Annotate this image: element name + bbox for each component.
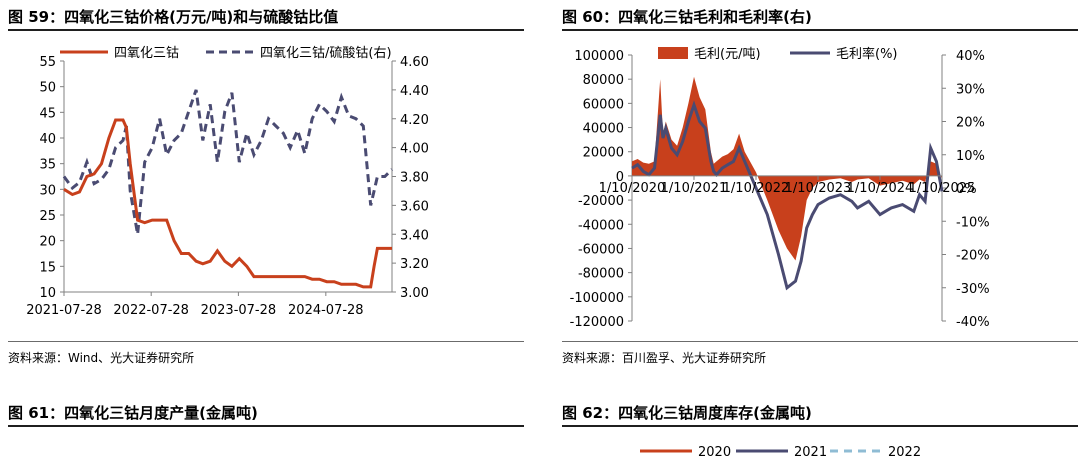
fig60-left-tick-label: -20000 xyxy=(578,194,624,209)
fig62-legend-label-2021: 2021 xyxy=(794,445,827,460)
fig59-right-tick-label: 4.20 xyxy=(400,113,429,128)
fig60-right-tick-label: 30% xyxy=(956,82,985,97)
fig59-right-tick-label: 3.80 xyxy=(400,171,429,186)
fig59-left-tick-label: 45 xyxy=(39,106,56,121)
fig59-right-tick-label: 4.60 xyxy=(400,55,429,70)
fig60-right-tick-label: -20% xyxy=(956,249,990,264)
fig60-right-tick-label: 0% xyxy=(956,182,977,197)
fig59-x-tick-label: 2024-07-28 xyxy=(288,303,364,318)
fig61-title: 图 61：四氧化三钴月度产量(金属吨) xyxy=(8,404,258,422)
fig59-right-tick-label: 3.60 xyxy=(400,199,429,214)
fig62-legend-label-2020: 2020 xyxy=(698,445,731,460)
fig59-legend-label-price: 四氧化三钴 xyxy=(114,46,179,61)
fig61-title-rule xyxy=(8,425,524,427)
fig60-left-tick-label: -100000 xyxy=(570,291,624,306)
fig59-left-tick-label: 50 xyxy=(39,81,56,96)
fig59-title-rule xyxy=(8,29,524,31)
fig62-legend-label-2022: 2022 xyxy=(888,445,921,460)
fig60-right-tick-label: -10% xyxy=(956,215,990,230)
fig60-left-tick-label: -120000 xyxy=(570,315,624,330)
fig60-x-tick-label: 1/10/2022 xyxy=(723,181,790,196)
fig60-source: 资料来源：百川盈孚、光大证券研究所 xyxy=(562,351,767,365)
fig62-title-rule xyxy=(562,425,1078,427)
fig60-title-rule xyxy=(562,29,1078,31)
fig60-legend-label-margin: 毛利率(%) xyxy=(836,46,898,62)
fig60-x-tick-label: 1/10/2025 xyxy=(909,181,976,196)
fig59-right-tick-label: 4.40 xyxy=(400,84,429,99)
fig60-left-tick-label: 0 xyxy=(616,170,624,185)
fig60-left-tick-label: -40000 xyxy=(578,218,624,233)
fig62-title: 图 62：四氧化三钴周度库存(金属吨) xyxy=(562,404,812,422)
fig60-x-tick-label: 1/10/2021 xyxy=(661,181,728,196)
fig59-series-ratio-line xyxy=(62,89,394,235)
fig60-chart: -120000 -100000 -80000 -60000 -40000 -20000 0 2… xyxy=(570,46,990,330)
fig60-left-tick-label: 60000 xyxy=(583,97,624,112)
fig59-legend-label-ratio: 四氧化三钴/硫酸钴(右) xyxy=(260,46,392,61)
fig59-right-tick-label: 3.00 xyxy=(400,286,429,301)
fig60-right-tick-label: -30% xyxy=(956,282,990,297)
fig59-x-tick-label: 2023-07-28 xyxy=(201,303,277,318)
fig59-title: 图 59：四氧化三钴价格(万元/吨)和与硫酸钴比值 xyxy=(8,8,339,26)
fig59-left-tick-label: 30 xyxy=(39,183,56,198)
fig60-left-tick-label: 100000 xyxy=(574,49,624,64)
fig59-right-tick-label: 3.40 xyxy=(400,228,429,243)
fig59-chart: 10 15 20 25 30 35 40 45 50 55 3.00 3.20 3.40 3.60 3.80… xyxy=(26,46,429,318)
fig59-left-tick-label: 25 xyxy=(39,209,56,224)
fig60-x-tick-label: 1/10/2023 xyxy=(785,181,852,196)
fig60-right-tick-label: 40% xyxy=(956,49,985,64)
fig60-right-tick-label: -40% xyxy=(956,315,990,330)
fig60-right-tick-label: 10% xyxy=(956,149,985,164)
fig60-x-tick-label: 1/10/2020 xyxy=(599,181,666,196)
fig60-left-tick-label: 40000 xyxy=(583,122,624,137)
fig60-legend-swatch-profit xyxy=(658,47,688,59)
fig60-source-rule xyxy=(562,341,1078,342)
fig59-x-tick-label: 2022-07-28 xyxy=(113,303,189,318)
fig59-left-tick-label: 40 xyxy=(39,132,56,147)
fig60-x-tick-label: 1/10/2024 xyxy=(847,181,914,196)
fig59-right-tick-label: 4.00 xyxy=(400,142,429,157)
fig60-left-tick-label: 20000 xyxy=(583,146,624,161)
fig62-legend: 2020 2021 2022 xyxy=(640,445,921,460)
fig60-left-tick-label: -60000 xyxy=(578,242,624,257)
fig60-left-tick-label: 80000 xyxy=(583,73,624,88)
fig60-right-tick-label: 20% xyxy=(956,116,985,131)
fig59-left-tick-label: 20 xyxy=(39,235,56,250)
fig59-right-tick-label: 3.20 xyxy=(400,257,429,272)
fig60-series-profit-area xyxy=(632,76,942,261)
fig59-source-rule xyxy=(8,341,524,342)
fig59-source: 资料来源：Wind、光大证券研究所 xyxy=(8,351,195,365)
fig59-left-tick-label: 10 xyxy=(39,286,56,301)
fig60-left-tick-label: -80000 xyxy=(578,267,624,282)
fig60-series-margin-line xyxy=(631,100,944,291)
fig59-x-tick-label: 2021-07-28 xyxy=(26,303,102,318)
fig59-left-tick-label: 15 xyxy=(39,260,56,275)
fig59-series-price-line xyxy=(63,118,392,289)
fig60-title: 图 60：四氧化三钴毛利和毛利率(右) xyxy=(562,8,812,26)
fig60-legend-label-profit: 毛利(元/吨) xyxy=(694,47,761,62)
fig59-left-tick-label: 35 xyxy=(39,158,56,173)
fig59-left-tick-label: 55 xyxy=(39,55,56,70)
